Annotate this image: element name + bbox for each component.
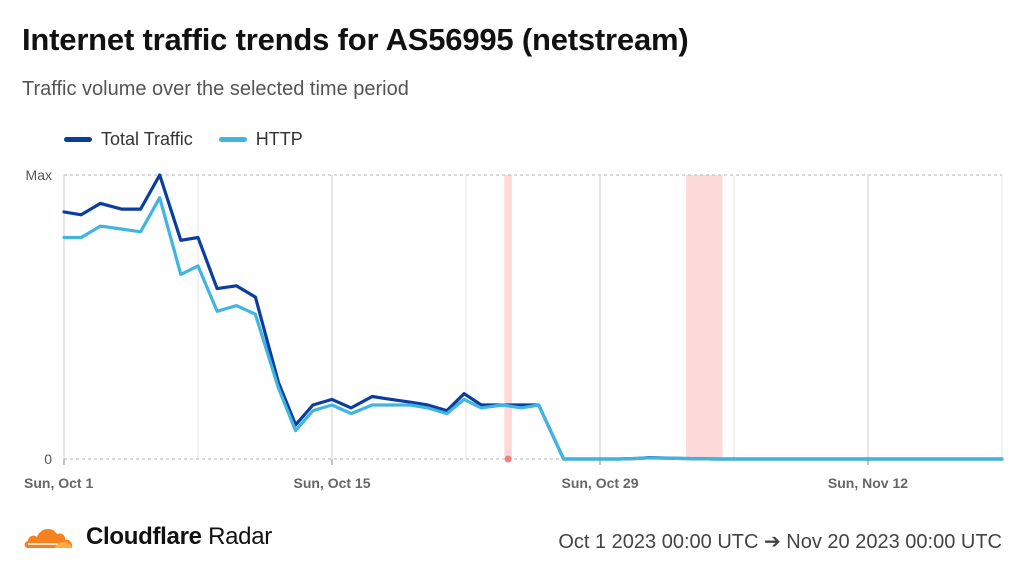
legend-item-total-traffic[interactable]: Total Traffic — [64, 129, 193, 150]
y-tick-label-1: 0 — [44, 451, 52, 467]
legend-label-total-traffic: Total Traffic — [101, 129, 193, 149]
legend-swatch-total-traffic — [64, 137, 92, 142]
legend-item-http[interactable]: HTTP — [218, 129, 303, 150]
brand-light: Radar — [208, 523, 272, 550]
x-tick-label-2: Sun, Oct 29 — [561, 475, 638, 491]
x-tick-label-3: Sun, Nov 12 — [828, 475, 908, 491]
y-tick-label-0: Max — [26, 167, 52, 183]
chart-legend: Total Traffic HTTP — [64, 129, 303, 150]
page-subtitle: Traffic volume over the selected time pe… — [22, 78, 409, 100]
x-tick-label-0: Sun, Oct 1 — [24, 475, 93, 491]
legend-label-http: HTTP — [255, 129, 303, 149]
highlight-band-1 — [686, 175, 723, 459]
page-title: Internet traffic trends for AS56995 (net… — [22, 22, 689, 57]
date-range: Oct 1 2023 00:00 UTC ➔ Nov 20 2023 00:00… — [558, 531, 1002, 553]
event-marker-0 — [504, 455, 512, 463]
legend-swatch-http — [218, 137, 247, 142]
cloudflare-cloud-icon — [24, 528, 73, 548]
footer-brand: Cloudflare Radar — [86, 523, 272, 551]
brand-bold: Cloudflare — [86, 523, 202, 550]
cloudflare-radar-logo: Cloudflare Radar — [22, 522, 272, 552]
series-line-total-traffic — [62, 173, 1004, 461]
x-tick-label-1: Sun, Oct 15 — [293, 475, 370, 491]
series-line-http — [62, 196, 1004, 461]
highlight-band-0 — [504, 175, 512, 459]
